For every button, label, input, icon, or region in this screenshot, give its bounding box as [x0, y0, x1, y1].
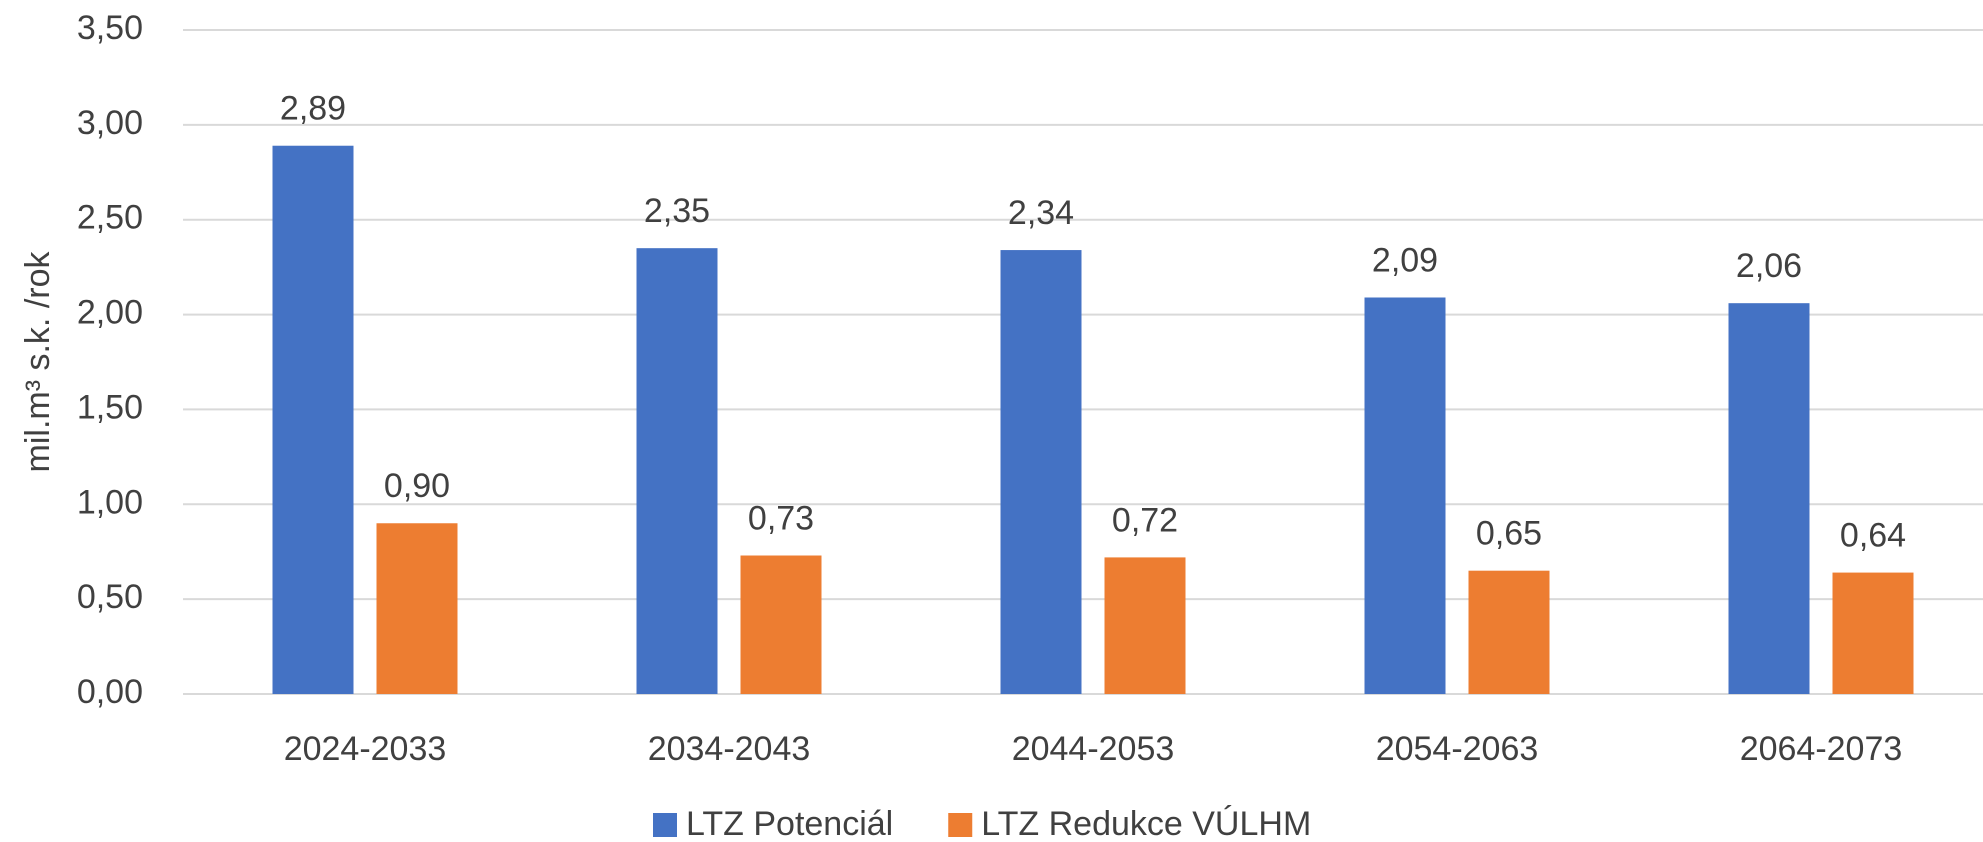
bar [1832, 572, 1914, 694]
y-tick-label: 2,00 [77, 294, 143, 332]
value-label: 2,89 [280, 90, 346, 128]
x-tick-label: 2034-2043 [648, 730, 811, 768]
value-label: 2,34 [1008, 194, 1074, 232]
y-tick-label: 3,00 [77, 104, 143, 142]
value-label: 0,64 [1840, 517, 1906, 555]
bar [1364, 297, 1446, 694]
x-tick-label: 2044-2053 [1012, 730, 1175, 768]
bar [1728, 303, 1810, 694]
legend-swatch [653, 813, 677, 837]
legend-swatch [948, 813, 973, 837]
y-tick-label: 3,50 [77, 9, 143, 47]
bar [376, 523, 458, 694]
bar [636, 248, 718, 694]
bar [1104, 557, 1186, 694]
y-axis-label: mil.m³ s.k. /rok [19, 251, 57, 473]
bar [740, 555, 822, 694]
value-label: 2,06 [1736, 247, 1802, 285]
y-tick-label: 2,50 [77, 199, 143, 237]
y-tick-label: 1,00 [77, 483, 143, 521]
bar [272, 145, 354, 694]
value-label: 0,73 [748, 499, 814, 537]
value-label: 0,72 [1112, 501, 1178, 539]
value-label: 0,65 [1476, 515, 1542, 553]
legend-label: LTZ Redukce VÚLHM [981, 805, 1311, 842]
legend-label: LTZ Potenciál [686, 805, 893, 842]
bar [1000, 250, 1082, 694]
y-tick-label: 0,50 [77, 578, 143, 616]
x-tick-label: 2054-2063 [1376, 730, 1539, 768]
value-label: 2,09 [1372, 241, 1438, 279]
x-tick-label: 2024-2033 [284, 730, 447, 768]
bar [1468, 570, 1550, 694]
y-tick-label: 1,50 [77, 388, 143, 426]
value-label: 2,35 [644, 192, 710, 230]
value-label: 0,90 [384, 467, 450, 505]
y-tick-label: 0,00 [77, 673, 143, 711]
x-tick-label: 2064-2073 [1740, 730, 1903, 768]
